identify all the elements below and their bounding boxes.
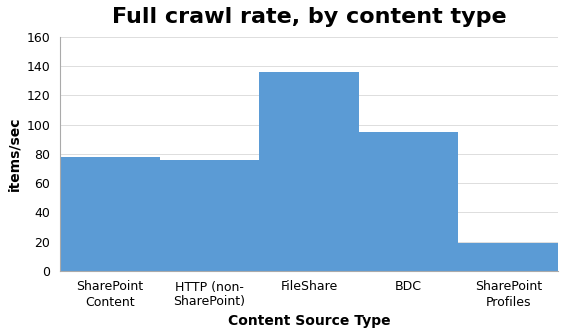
Bar	[259, 72, 359, 271]
Bar	[458, 243, 558, 271]
Bar	[359, 132, 458, 271]
X-axis label: Content Source Type: Content Source Type	[228, 314, 390, 328]
Y-axis label: items/sec: items/sec	[7, 117, 21, 191]
Bar	[160, 160, 259, 271]
Bar	[60, 157, 160, 271]
Title: Full crawl rate, by content type: Full crawl rate, by content type	[112, 7, 506, 27]
